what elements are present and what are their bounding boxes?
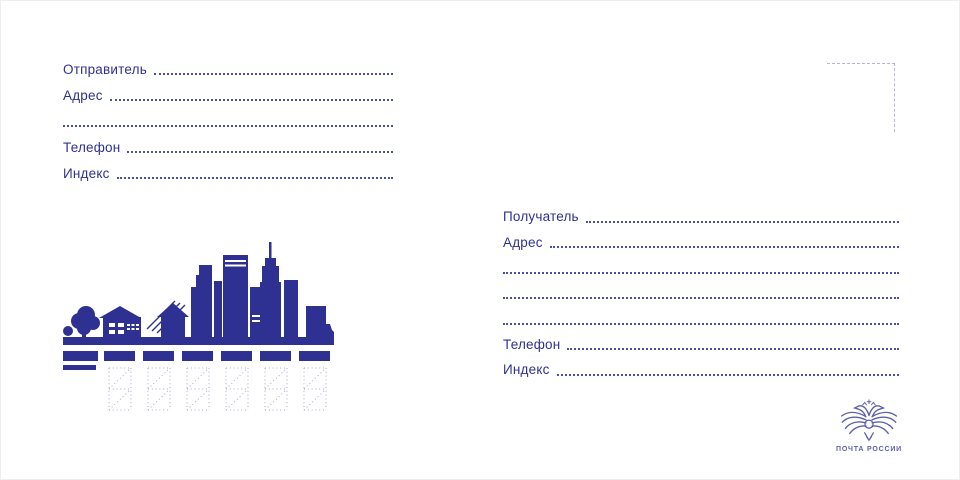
- sender-name-line[interactable]: [153, 73, 393, 75]
- russian-post-emblem: ПОЧТА РОССИИ: [828, 398, 910, 453]
- sender-address-line[interactable]: [109, 99, 393, 101]
- sender-index-row: Индекс: [63, 155, 393, 181]
- index-digit-cell[interactable]: [221, 367, 252, 411]
- index-digit-cell[interactable]: [143, 367, 174, 411]
- index-digit-stencils: [104, 367, 338, 411]
- recipient-address-line-4[interactable]: [503, 322, 899, 325]
- stamp-corner-right-line: [894, 63, 895, 132]
- index-bar-sub: [63, 365, 96, 370]
- recipient-name-row: Получатель: [503, 199, 899, 225]
- index-bar: [299, 351, 330, 361]
- index-bar: [104, 351, 135, 361]
- city-skyline-illustration: [63, 242, 334, 345]
- post-logo-caption: ПОЧТА РОССИИ: [835, 446, 903, 453]
- recipient-index-row: Индекс: [503, 352, 899, 378]
- sender-name-row: Отправитель: [63, 51, 393, 77]
- double-headed-eagle-icon: [840, 399, 898, 442]
- sender-index-line[interactable]: [116, 177, 393, 179]
- recipient-name-label: Получатель: [503, 209, 579, 224]
- sender-section: Отправитель Адрес Телефон Индекс: [63, 51, 393, 181]
- recipient-address-extra-row: [503, 301, 899, 327]
- index-bar: [143, 351, 174, 361]
- index-bar: [221, 351, 252, 361]
- stamp-corner-top-line: [827, 63, 895, 64]
- recipient-address-line-3[interactable]: [503, 297, 899, 299]
- index-bar-double: [63, 351, 98, 370]
- recipient-section: Получатель Адрес Телефон Индекс: [503, 199, 899, 378]
- index-bar: [63, 351, 98, 361]
- sender-name-label: Отправитель: [63, 61, 147, 77]
- recipient-index-label: Индекс: [503, 362, 550, 377]
- index-digit-cell[interactable]: [260, 367, 291, 411]
- sender-phone-label: Телефон: [63, 139, 121, 155]
- recipient-index-line[interactable]: [556, 373, 899, 376]
- sender-index-label: Индекс: [63, 165, 110, 181]
- recipient-address-line[interactable]: [549, 246, 899, 248]
- sender-address-extra-row: [63, 103, 393, 129]
- index-bar: [182, 351, 213, 361]
- recipient-address-label: Адрес: [503, 234, 543, 250]
- recipient-address-extra-row: [503, 276, 899, 302]
- sender-address-label: Адрес: [63, 87, 103, 103]
- sender-address-line-2[interactable]: [63, 125, 393, 127]
- sender-phone-line[interactable]: [127, 151, 393, 153]
- recipient-address-extra-row: [503, 250, 899, 276]
- index-digit-cell[interactable]: [104, 367, 135, 411]
- recipient-phone-label: Телефон: [503, 336, 561, 352]
- index-digit-cell[interactable]: [182, 367, 213, 411]
- index-separator-bars: [63, 351, 338, 370]
- recipient-phone-row: Телефон: [503, 327, 899, 353]
- sender-address-row: Адрес: [63, 77, 393, 103]
- index-digit-cell[interactable]: [299, 367, 330, 411]
- index-bar: [260, 351, 291, 361]
- sender-phone-row: Телефон: [63, 129, 393, 155]
- recipient-phone-line[interactable]: [567, 348, 899, 350]
- recipient-address-row: Адрес: [503, 225, 899, 251]
- recipient-name-line[interactable]: [585, 220, 899, 223]
- recipient-address-line-2[interactable]: [503, 271, 899, 274]
